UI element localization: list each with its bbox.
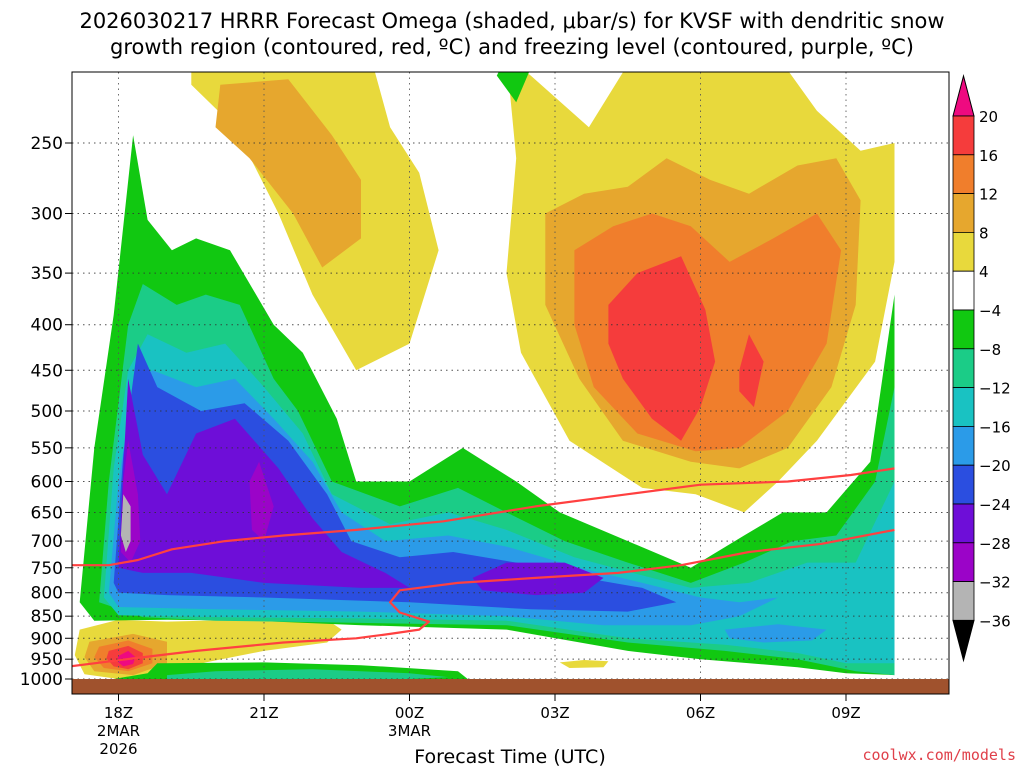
colorbar-label-4: 4 xyxy=(979,263,989,281)
credit-text: coolwx.com/models xyxy=(862,746,1016,764)
x-axis-label: Forecast Time (UTC) xyxy=(414,746,605,768)
colorbar-swatch-12 xyxy=(952,542,975,582)
y-tick-label-750: 750 xyxy=(31,559,63,579)
y-tick-label-650: 650 xyxy=(31,503,63,523)
colorbar-swatch-7 xyxy=(952,348,975,388)
y-tick-label-1000: 1000 xyxy=(20,670,63,690)
y-tick-label-850: 850 xyxy=(31,607,63,627)
y-tick-label-500: 500 xyxy=(31,402,63,422)
colorbar-label-5: −4 xyxy=(979,302,1001,320)
y-axis: 2503003504004505005506006507007508008509… xyxy=(20,134,72,690)
plot-area xyxy=(71,71,950,695)
y-tick-label-400: 400 xyxy=(31,316,63,336)
colorbar-label-0: 20 xyxy=(979,108,998,126)
omega-region-cold-4-8 xyxy=(496,72,530,103)
colorbar-swatch-3 xyxy=(952,193,975,233)
colorbar-swatch-5 xyxy=(952,270,975,311)
x-tick-label-03Z: 03Z xyxy=(540,704,569,722)
y-tick-label-550: 550 xyxy=(31,439,63,459)
colorbar-swatch-13 xyxy=(952,581,975,621)
chart-title-line1: 2026030217 HRRR Forecast Omega (shaded, … xyxy=(79,9,944,33)
colorbar-top-arrow xyxy=(952,74,975,117)
x-tick-label-09Z: 09Z xyxy=(831,704,860,722)
y-tick-label-950: 950 xyxy=(31,650,63,670)
ground-surface xyxy=(72,679,949,694)
colorbar-swatch-4 xyxy=(952,231,975,272)
omega-region-cold-28-32 xyxy=(249,461,274,542)
y-tick-label-450: 450 xyxy=(31,361,63,381)
y-tick-label-600: 600 xyxy=(31,472,63,492)
colorbar-label-13: −36 xyxy=(979,612,1011,630)
colorbar-swatch-1 xyxy=(952,115,975,156)
omega-region-warm-16-20 xyxy=(608,256,716,441)
x-tick-label-21Z: 21Z xyxy=(249,704,278,722)
x-tick-label-2026: 2026 xyxy=(99,740,137,758)
y-tick-label-350: 350 xyxy=(31,264,63,284)
colorbar: 20 16 12 8 4 −4 −8 −12 −16 −20 −24 −28 −32 −36 xyxy=(952,74,1011,663)
colorbar-swatch-2 xyxy=(952,154,975,195)
colorbar-label-1: 16 xyxy=(979,147,998,165)
colorbar-label-11: −28 xyxy=(979,535,1011,553)
x-tick-label-2MAR: 2MAR xyxy=(97,722,140,740)
x-tick-label-18Z: 18Z xyxy=(104,704,133,722)
omega-region-cold-32-36 xyxy=(120,494,131,552)
y-tick-label-900: 900 xyxy=(31,629,63,649)
colorbar-swatch-8 xyxy=(952,387,975,427)
x-tick-label-3MAR: 3MAR xyxy=(388,722,431,740)
chart-title-line2: growth region (contoured, red, ºC) and f… xyxy=(110,35,914,59)
colorbar-swatch-6 xyxy=(952,309,975,350)
colorbar-label-3: 8 xyxy=(979,224,989,242)
x-tick-label-00Z: 00Z xyxy=(395,704,424,722)
grid-lines xyxy=(72,72,949,680)
colorbar-label-7: −12 xyxy=(979,380,1011,398)
y-tick-label-300: 300 xyxy=(31,204,63,224)
colorbar-label-12: −32 xyxy=(979,574,1011,592)
x-tick-label-06Z: 06Z xyxy=(686,704,715,722)
omega-region-warm-4-8 xyxy=(559,660,609,668)
colorbar-swatch-11 xyxy=(952,503,975,544)
colorbar-label-9: −20 xyxy=(979,457,1011,475)
colorbar-label-8: −16 xyxy=(979,418,1011,436)
colorbar-label-2: 12 xyxy=(979,186,998,204)
omega-region-warm-8-12 xyxy=(215,79,361,268)
colorbar-bottom-arrow xyxy=(952,619,975,663)
omega-region-cold-8-12 xyxy=(167,669,449,679)
y-tick-label-700: 700 xyxy=(31,532,63,552)
omega-region-warm-16-20 xyxy=(739,334,764,408)
plot-frame xyxy=(71,71,950,695)
y-tick-label-800: 800 xyxy=(31,584,63,604)
colorbar-label-10: −24 xyxy=(979,496,1011,514)
red-contour-lower xyxy=(72,528,895,668)
y-tick-label-250: 250 xyxy=(31,134,63,154)
colorbar-label-6: −8 xyxy=(979,341,1001,359)
contour-lines xyxy=(72,467,895,668)
colorbar-swatch-9 xyxy=(952,425,975,466)
red-contour-upper xyxy=(72,467,895,567)
omega-region-cold-16-20 xyxy=(724,624,827,643)
colorbar-swatch-10 xyxy=(952,464,975,505)
